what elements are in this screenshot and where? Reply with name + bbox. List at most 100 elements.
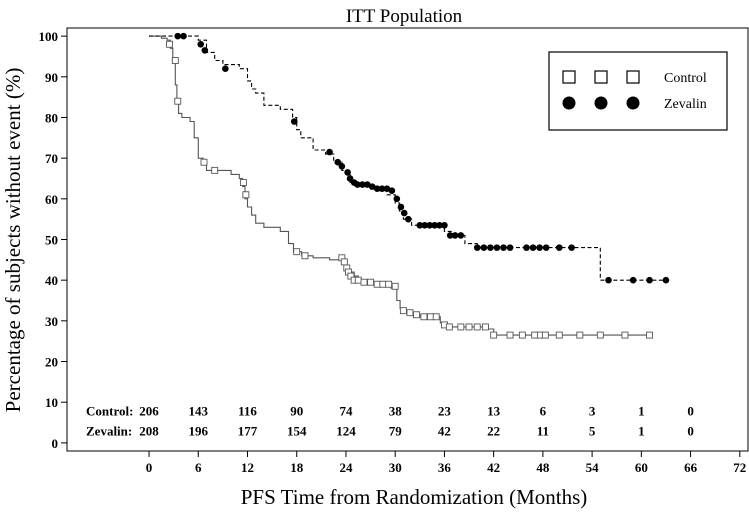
censor-mark <box>523 244 530 251</box>
y-tick-label: 100 <box>39 29 59 44</box>
censor-mark <box>421 221 429 229</box>
at-risk-count: 38 <box>389 403 403 418</box>
y-tick-label: 10 <box>45 395 58 410</box>
censor-mark <box>541 331 549 339</box>
censor-mark <box>536 244 543 251</box>
censor-mark <box>568 244 575 251</box>
censor-mark <box>481 323 489 331</box>
censor-mark <box>340 258 348 266</box>
censor-mark <box>555 331 563 339</box>
legend-marker <box>562 70 576 84</box>
at-risk-label: Control: <box>86 403 133 418</box>
at-risk-count: 3 <box>589 403 596 418</box>
censor-mark <box>596 331 604 339</box>
y-tick-label: 40 <box>45 273 58 288</box>
at-risk-table: Control: 206 143 116 90 74 38 23 13 6 3 1 0 Zevalin: 2… <box>86 403 694 438</box>
censor-mark <box>378 185 386 192</box>
legend-label-control: Control <box>664 71 707 86</box>
censor-mark <box>629 276 637 284</box>
y-axis-label: Percentage of subjects without event (%) <box>1 68 25 413</box>
censor-mark <box>457 323 465 331</box>
at-risk-count: 6 <box>540 403 547 418</box>
censor-mark <box>397 203 405 211</box>
censor-mark <box>359 181 366 188</box>
censor-mark <box>542 244 550 251</box>
at-risk-count: 208 <box>139 424 159 439</box>
at-risk-count: 74 <box>339 403 353 418</box>
censor-mark <box>473 323 481 331</box>
at-risk-count: 22 <box>487 424 500 439</box>
censor-mark <box>529 244 537 251</box>
x-tick-label: 72 <box>733 460 746 475</box>
censor-mark <box>493 244 501 251</box>
censor-mark <box>197 40 205 48</box>
at-risk-count: 116 <box>238 403 257 418</box>
censor-mark <box>431 221 438 229</box>
x-tick-label: 66 <box>684 460 698 475</box>
legend-marker <box>626 96 640 110</box>
series-layer <box>149 32 670 339</box>
at-risk-count: 124 <box>336 424 356 439</box>
axes: 0 6 12 18 24 30 36 42 48 54 60 66 720102030405060708… <box>39 29 747 475</box>
censor-mark <box>393 195 401 203</box>
at-risk-count: 11 <box>537 424 549 439</box>
censor-mark <box>405 215 412 223</box>
censor-mark <box>457 232 465 239</box>
x-tick-label: 48 <box>536 460 550 475</box>
censor-mark <box>400 209 408 217</box>
censor-mark <box>426 221 433 229</box>
x-tick-label: 24 <box>339 460 353 475</box>
legend-marker <box>626 70 640 84</box>
censor-mark <box>293 248 301 256</box>
censor-mark <box>338 162 346 170</box>
censor-mark <box>211 166 219 174</box>
censor-mark <box>373 280 381 288</box>
censor-mark <box>354 181 361 188</box>
censor-mark <box>200 158 208 166</box>
censor-mark <box>379 280 387 288</box>
censor-mark <box>360 278 368 286</box>
censor-mark <box>385 280 393 288</box>
x-tick-label: 12 <box>241 460 254 475</box>
censor-mark <box>531 331 539 339</box>
censor-mark <box>518 331 526 339</box>
censor-mark <box>427 313 434 321</box>
y-tick-label: 50 <box>45 233 58 248</box>
censor-mark <box>326 148 333 156</box>
legend-items: Control Zevalin <box>562 70 707 112</box>
censor-mark <box>555 244 563 251</box>
legend-marker <box>594 96 608 110</box>
at-risk-count: 42 <box>438 424 451 439</box>
censor-mark <box>201 47 209 54</box>
at-risk-count: 0 <box>687 403 694 418</box>
censor-mark <box>506 331 514 339</box>
censor-mark <box>301 252 309 260</box>
censor-mark <box>487 244 494 251</box>
censor-mark <box>391 282 399 290</box>
censor-mark <box>465 323 473 331</box>
y-tick-label: 60 <box>45 192 58 207</box>
at-risk-count: 90 <box>290 403 303 418</box>
x-tick-label: 18 <box>290 460 304 475</box>
censor-mark <box>451 232 459 239</box>
censor-mark <box>420 313 428 321</box>
y-tick-label: 70 <box>45 151 58 166</box>
censor-mark <box>388 187 396 194</box>
censor-mark <box>354 276 362 284</box>
censor-mark <box>174 97 182 105</box>
legend-marker <box>594 70 608 84</box>
at-risk-count: 196 <box>189 424 209 439</box>
x-tick-label: 36 <box>438 460 452 475</box>
at-risk-count: 0 <box>687 424 694 439</box>
censor-mark <box>413 311 420 319</box>
censor-mark <box>473 244 481 251</box>
censor-mark <box>500 244 507 251</box>
censor-mark <box>576 331 584 339</box>
censor-mark <box>441 221 448 229</box>
censor-mark <box>171 57 179 64</box>
legend-marker <box>562 96 576 110</box>
censor-mark <box>621 331 629 339</box>
censor-mark <box>662 276 670 284</box>
censor-mark <box>506 244 514 251</box>
